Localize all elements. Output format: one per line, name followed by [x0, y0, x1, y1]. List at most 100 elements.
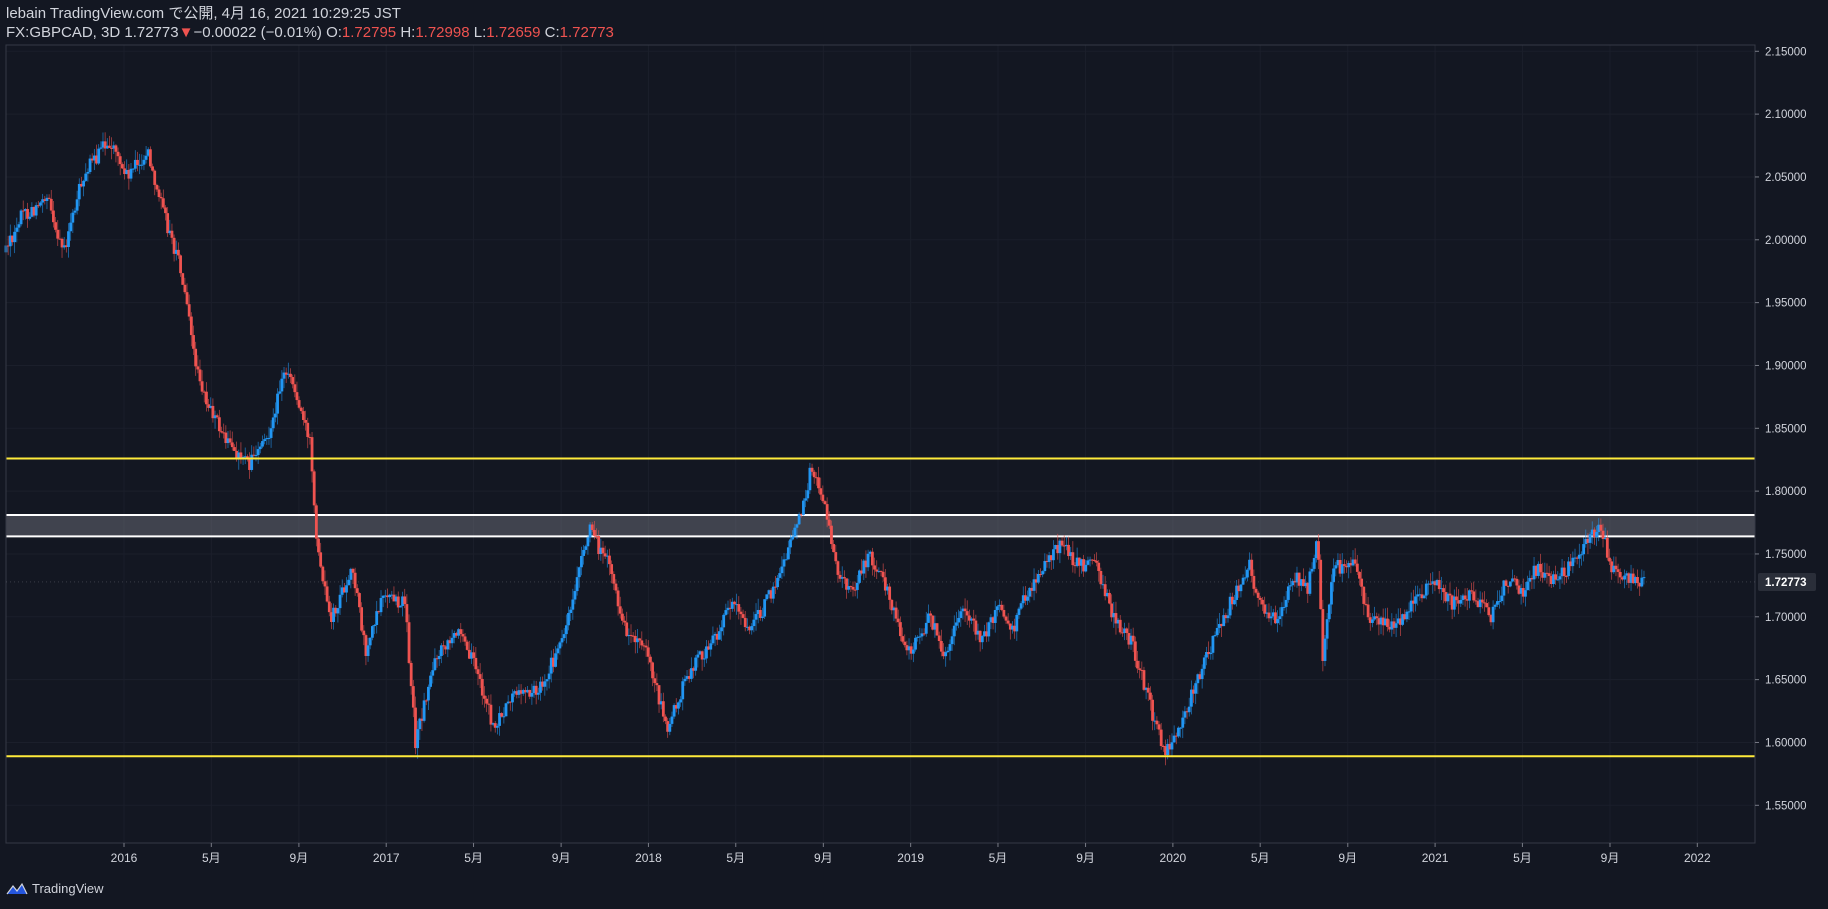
candle-body [71, 212, 75, 223]
candle-body [547, 673, 551, 680]
candle-body [1431, 581, 1435, 584]
candle-body [1437, 580, 1441, 590]
candle-body [211, 405, 215, 419]
candle-body [623, 620, 626, 623]
candle-body [741, 614, 745, 618]
candle-body [799, 514, 803, 516]
last-price-label: 1.72773 [1765, 577, 1807, 589]
candle-body [552, 657, 555, 667]
candle-body [1013, 625, 1017, 632]
candle-body [1381, 617, 1385, 626]
candle-body [1209, 652, 1213, 655]
candle-body [207, 404, 210, 408]
candle-body [1280, 607, 1284, 617]
candle-body [924, 622, 928, 634]
candle-body [636, 638, 639, 643]
candle-body [670, 716, 674, 724]
candle-body [263, 439, 267, 442]
candle-body [1090, 559, 1094, 561]
candle-body [834, 552, 838, 562]
candle-body [1640, 577, 1644, 587]
symbol-label[interactable]: FX:GBPCAD, 3D [6, 24, 121, 41]
candle-body [1605, 537, 1609, 558]
candle-body [1504, 580, 1508, 586]
candle-body [358, 593, 361, 608]
last-price-tag [1758, 572, 1816, 591]
candle-body [181, 273, 185, 285]
candle-body [922, 633, 926, 635]
candle-body [174, 249, 178, 254]
candle-body [467, 649, 471, 659]
candle-body [355, 588, 359, 594]
candle-body [1541, 572, 1545, 578]
candle-body [1502, 580, 1506, 596]
candle-body [274, 413, 277, 418]
candle-body [500, 713, 504, 717]
candle-body [870, 551, 874, 566]
candle-body [855, 582, 859, 590]
candle-body [1478, 599, 1482, 608]
candle-body [1136, 660, 1139, 669]
candle-body [724, 610, 728, 615]
candle-body [1000, 604, 1004, 610]
ohlc-line: FX:GBPCAD, 3D 1.72773▼−0.00022 (−0.01%) … [6, 23, 614, 42]
candle-body [1332, 568, 1336, 583]
candle-body [1321, 609, 1325, 661]
candle-body [709, 643, 713, 650]
candle-body [1444, 592, 1448, 602]
candle-body [1041, 571, 1045, 575]
candle-body [90, 158, 94, 161]
candle-body [1067, 544, 1070, 557]
candle-body [1092, 559, 1096, 561]
candle-body [989, 617, 993, 623]
candle-body [1271, 612, 1275, 617]
tradingview-logo[interactable]: TradingView [6, 881, 104, 896]
candle-body [1004, 616, 1008, 621]
candle-body [965, 611, 969, 616]
candle-body [110, 147, 114, 149]
candle-body [1297, 572, 1301, 586]
candle-body [485, 698, 489, 704]
candle-body [1446, 593, 1450, 602]
candle-body [1282, 606, 1286, 608]
candle-body [1564, 576, 1568, 578]
candle-body [1601, 530, 1605, 540]
candle-body [62, 245, 66, 248]
candle-body [1595, 531, 1598, 538]
candle-body [213, 415, 217, 419]
candle-body [1250, 559, 1254, 576]
candle-body [1034, 579, 1038, 583]
candle-body [1097, 562, 1101, 571]
candle-body [310, 437, 314, 472]
candle-body [1314, 541, 1318, 559]
candle-body [302, 411, 305, 421]
candle-body [97, 148, 101, 164]
candle-body [278, 391, 282, 394]
candle-body [1371, 619, 1374, 623]
candle-body [1286, 586, 1290, 600]
time-tick-label: 2022 [1684, 851, 1711, 865]
candle-body [146, 149, 150, 156]
candle-body [504, 703, 508, 717]
candles [4, 132, 1646, 766]
candle-body [866, 553, 870, 568]
time-tick-label: 5月 [464, 851, 483, 865]
candle-body [360, 607, 364, 631]
candle-body [674, 705, 678, 709]
candle-body [549, 657, 553, 674]
candle-body [84, 173, 88, 181]
candle-body [1267, 612, 1271, 619]
candle-body [465, 641, 469, 650]
candle-body [905, 645, 909, 651]
low-value: 1.72659 [486, 24, 541, 41]
candle-body [1608, 557, 1611, 562]
candle-body [692, 668, 695, 671]
candle-body [649, 656, 652, 663]
candle-body [228, 438, 232, 443]
close-label: C: [544, 24, 560, 41]
candle-body [373, 625, 376, 627]
candle-body [75, 199, 79, 211]
candle-body [1450, 595, 1454, 610]
candle-body [821, 494, 825, 502]
